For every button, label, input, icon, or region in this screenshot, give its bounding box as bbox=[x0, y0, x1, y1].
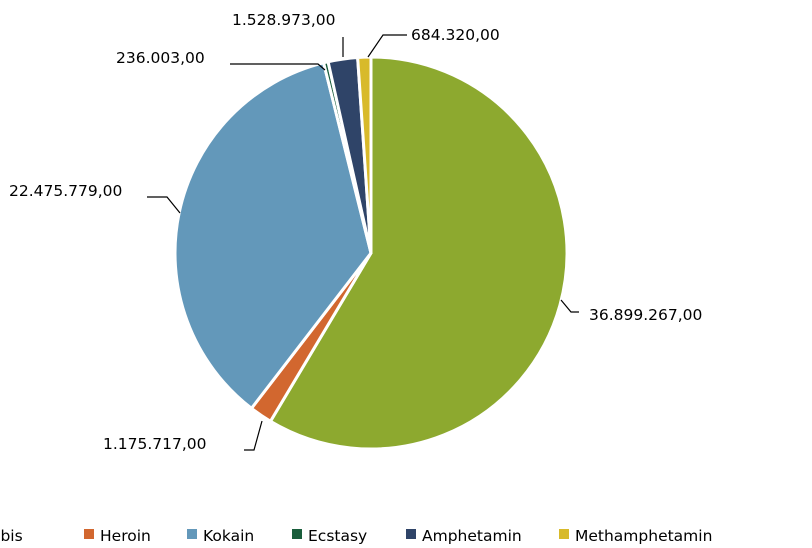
data-label-cannabis: 36.899.267,00 bbox=[589, 306, 702, 324]
data-label-ecstasy: 236.003,00 bbox=[116, 49, 205, 67]
pie-slice-kokain bbox=[173, 61, 373, 411]
legend-label-amphetamin: Amphetamin bbox=[422, 527, 522, 545]
data-label-kokain: 22.475.779,00 bbox=[9, 182, 122, 200]
legend-swatch-kokain bbox=[187, 529, 197, 539]
legend-label-ecstasy: Ecstasy bbox=[308, 527, 367, 545]
pie-slice-cannabis bbox=[268, 55, 569, 451]
leader-line-kokain bbox=[147, 196, 181, 214]
data-label-methamphetamin: 684.320,00 bbox=[411, 26, 500, 44]
legend-swatch-ecstasy bbox=[292, 529, 302, 539]
legend-label-heroin: Heroin bbox=[100, 527, 151, 545]
leader-line-heroin bbox=[244, 420, 263, 451]
legend-label-cannabis: Cannabis bbox=[0, 527, 23, 545]
leader-line-methamphetamin bbox=[367, 34, 407, 58]
legend-swatch-heroin bbox=[84, 529, 94, 539]
data-labels: 36.899.267,00 1.175.717,00 22.475.779,00… bbox=[9, 11, 702, 453]
data-label-leaders bbox=[147, 34, 579, 451]
pie-slices bbox=[173, 55, 569, 451]
legend-swatch-methamphetamin bbox=[559, 529, 569, 539]
legend-label-kokain: Kokain bbox=[203, 527, 254, 545]
legend-label-methamphetamin: Methamphetamin bbox=[575, 527, 712, 545]
data-label-amphetamin: 1.528.973,00 bbox=[232, 11, 336, 29]
legend: Cannabis Heroin Kokain Ecstasy Amphetami… bbox=[0, 527, 712, 545]
data-label-heroin: 1.175.717,00 bbox=[103, 435, 207, 453]
leader-line-cannabis bbox=[560, 299, 579, 313]
pie-slice-methamphetamin bbox=[356, 55, 373, 254]
legend-swatch-amphetamin bbox=[406, 529, 416, 539]
leader-line-ecstasy bbox=[230, 63, 326, 71]
